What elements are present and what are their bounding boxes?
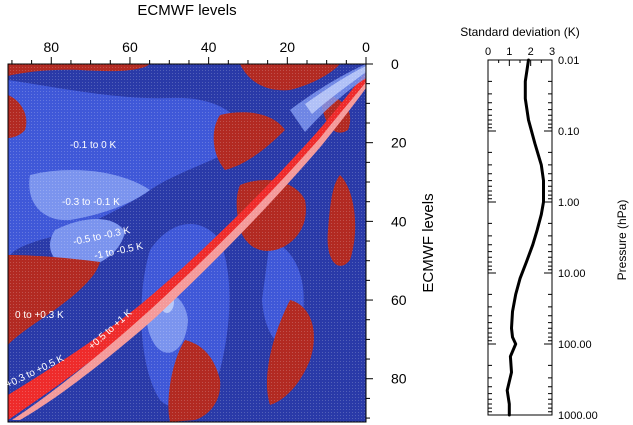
heatmap-y-axis-title: ECMWF levels — [420, 193, 437, 292]
stddev-y-tick-label: 0.01 — [558, 55, 579, 67]
stddev-series — [505, 58, 545, 417]
stddev-y-tick-label: 10.00 — [558, 268, 586, 280]
annotation-0-to-plus03: 0 to +0.3 K — [15, 310, 64, 321]
stddev-x-tick-label: 3 — [549, 46, 555, 58]
heatmap-field — [8, 64, 366, 422]
heatmap-axes: 80 60 40 20 0 0 20 40 60 80 — [11, 39, 407, 419]
stddev-y-axis-title: Pressure (hPa) — [615, 200, 629, 281]
heatmap-y-tick-label: 60 — [391, 292, 407, 308]
heatmap-x-tick-label: 20 — [280, 39, 296, 55]
stddev-title: Standard deviation (K) — [460, 25, 579, 39]
heatmap-y-tick-label: 40 — [391, 213, 407, 229]
heatmap-y-tick-label: 80 — [391, 371, 407, 387]
heatmap-y-tick-label: 20 — [391, 135, 407, 151]
heatmap-frame — [7, 63, 367, 423]
stddev-y-tick-label: 100.00 — [558, 339, 592, 351]
stddev-y-tick-label: 1000.00 — [558, 410, 598, 422]
stddev-x-tick-label: 1 — [506, 46, 512, 58]
heatmap-x-tick-label: 0 — [362, 39, 370, 55]
heatmap-x-tick-label: 80 — [43, 39, 59, 55]
stddev-axes: 0 1 2 30.01 0.10 1.00 10.00 100.00 1000.00 — [485, 46, 598, 422]
stddev-y-tick-label: 1.00 — [558, 197, 579, 209]
stddev-x-tick-label: 2 — [528, 46, 534, 58]
annotation-minus03-to-minus01: -0.3 to -0.1 K — [62, 197, 120, 208]
annotation-minus01-to-0: -0.1 to 0 K — [70, 140, 116, 151]
stddev-panel: 0 1 2 30.01 0.10 1.00 10.00 100.00 1000.00 Stand… — [460, 25, 629, 422]
stipple-texture — [8, 64, 366, 422]
heatmap-x-axis-title: ECMWF levels — [137, 2, 236, 19]
heatmap-x-tick-label: 40 — [201, 39, 217, 55]
stddev-series-line — [505, 58, 545, 417]
stddev-y-tick-label: 0.10 — [558, 126, 579, 138]
heatmap-y-tick-label: 0 — [391, 56, 399, 72]
stddev-frame — [487, 59, 553, 416]
heatmap-x-tick-label: 60 — [122, 39, 138, 55]
stddev-x-tick-label: 0 — [485, 46, 491, 58]
heatmap-panel: -0.1 to 0 K -0.3 to -0.1 K -0.5 to -0.3 … — [4, 2, 437, 423]
